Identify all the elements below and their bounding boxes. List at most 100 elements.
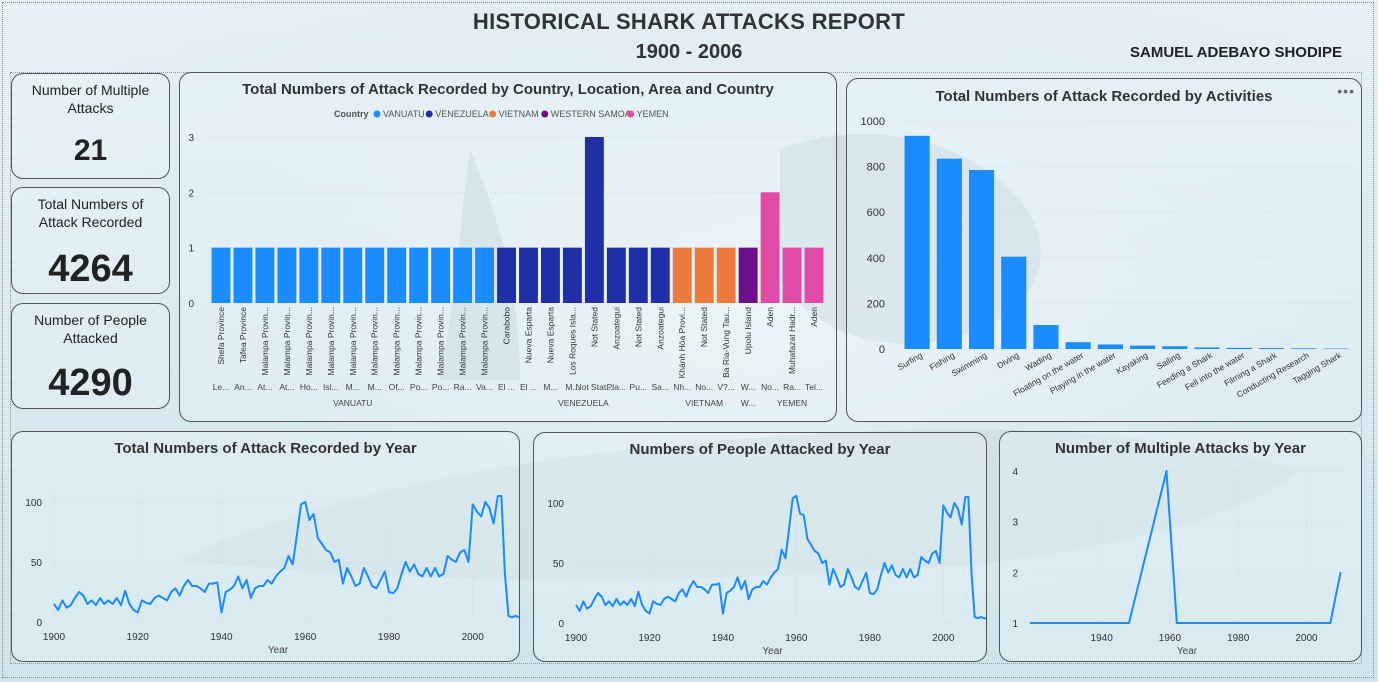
location-label: At... [257, 382, 272, 392]
bar [782, 247, 802, 303]
legend-marker [425, 110, 433, 118]
multiple-attacks-by-year-line-chart[interactable]: 1 2 3 4 1940 1960 1980 2000 Year [1000, 460, 1361, 660]
location-label: M... [346, 382, 360, 392]
kpi-value: 21 [73, 134, 108, 167]
y-tick-label: 50 [553, 559, 565, 570]
bar [277, 247, 297, 303]
kpi-card-multiple-attacks[interactable]: Number of Multiple Attacks 21 [11, 73, 170, 179]
y-tick-label: 0 [879, 344, 885, 356]
series-line [1030, 470, 1342, 624]
bar [804, 247, 824, 303]
location-label: Ra... [454, 382, 472, 392]
x-tick-label: 1940 [712, 633, 735, 644]
y-tick-label: 1000 [861, 116, 885, 128]
activities-chart-card[interactable]: Total Numbers of Attack Recorded by Acti… [846, 78, 1362, 422]
area-label: Shefa Province [216, 307, 226, 365]
y-tick-label: 800 [867, 162, 885, 174]
bar [606, 247, 626, 303]
kpi-card-total-attacks[interactable]: Total Numbers of Attack Recorded 4264 [11, 187, 170, 294]
y-tick-label: 2 [188, 188, 194, 199]
legend-marker [627, 110, 635, 118]
bar [453, 247, 473, 303]
area-label: Not Stated [589, 307, 599, 347]
country-chart-card[interactable]: Total Numbers of Attack Recorded by Coun… [179, 72, 837, 422]
location-label: Pla... [607, 382, 626, 392]
bar [1194, 347, 1220, 349]
x-axis-label: Year [1177, 646, 1198, 657]
location-label: Va... [476, 382, 493, 392]
report-title: HISTORICAL SHARK ATTACKS REPORT [472, 9, 906, 34]
area-label: Anzoategui [611, 307, 621, 350]
category-label: Swimming [950, 350, 989, 378]
y-tick-label: 100 [25, 498, 42, 509]
legend-marker [489, 110, 497, 118]
x-tick-label: 1920 [127, 632, 150, 643]
x-tick-label: 1960 [785, 633, 808, 644]
x-axis-label: Year [762, 646, 783, 657]
category-label: Diving [995, 350, 1021, 371]
area-label: Not Stated [699, 307, 709, 347]
category-label: Surfing [896, 350, 925, 372]
bar [1226, 347, 1252, 349]
bar [968, 170, 995, 349]
area-label: Khánh Hòa Provi... [677, 307, 687, 378]
x-tick-label: 2000 [1295, 633, 1318, 644]
location-label: Not Stat... [575, 382, 613, 392]
attacks-by-year-line-chart[interactable]: 0 50 100 1900 1920 1940 1960 1980 2000 Year [12, 460, 519, 660]
legend-marker [541, 110, 549, 118]
legend-item: VANUATU [383, 109, 425, 119]
area-label: Not Stated [633, 307, 643, 347]
bar [211, 247, 231, 303]
location-label: Sa... [652, 382, 669, 392]
kpi-value: 4290 [48, 362, 133, 404]
x-tick-label: 1980 [859, 633, 882, 644]
bar [1162, 346, 1188, 349]
x-tick-label: 1940 [210, 632, 233, 643]
area-label: Ba Ria-Vung Tau... [721, 307, 731, 378]
y-tick-label: 3 [1012, 518, 1018, 529]
attacks-by-year-card[interactable]: Total Numbers of Attack Recorded by Year… [11, 431, 520, 662]
location-label: No... [761, 382, 779, 392]
y-tick-label: 0 [558, 619, 564, 630]
area-label: Anzoategui [655, 307, 665, 350]
country-group-label: VENEZUELA [558, 398, 609, 408]
y-tick-label: 1 [1012, 619, 1018, 630]
people-by-year-line-chart[interactable]: 0 50 100 1900 1920 1940 1960 1980 2000 Year [534, 461, 986, 661]
area-label: Tafea Province [238, 307, 248, 363]
x-tick-label: 2000 [462, 632, 485, 643]
bar [694, 247, 714, 303]
location-label: Pu... [630, 382, 647, 392]
bar [343, 247, 363, 303]
x-tick-label: 1940 [1091, 633, 1114, 644]
x-tick-label: 2000 [932, 633, 955, 644]
location-label: M... [565, 382, 579, 392]
legend-marker [373, 110, 381, 118]
bar [716, 247, 736, 303]
kpi-label: Number of People Attacked [34, 312, 147, 346]
bar [1258, 348, 1285, 349]
series-line [53, 495, 519, 619]
bar [628, 247, 648, 303]
bar [365, 247, 385, 303]
y-tick-label: 3 [188, 133, 194, 144]
legend-item: VIETNAM [499, 109, 539, 119]
author-name: SAMUEL ADEBAYO SHODIPE [1130, 44, 1342, 61]
country-bar-chart[interactable]: Country VANUATU VENEZUELA VIETNAM WESTERN SA… [180, 101, 836, 421]
legend-item: WESTERN SAMOA [551, 109, 631, 119]
bar [387, 247, 407, 303]
bar [497, 247, 516, 303]
more-options-icon[interactable]: ••• [1337, 83, 1355, 99]
y-tick-label: 50 [31, 558, 43, 569]
area-label: Los Roques Isla... [567, 307, 577, 375]
chart-title: Total Numbers of Attack Recorded by Coun… [242, 81, 774, 98]
area-label: Malampa Provin... [392, 307, 402, 376]
y-tick-label: 200 [867, 298, 885, 310]
people-by-year-card[interactable]: Numbers of People Attacked by Year 0 50 10… [533, 432, 987, 662]
bar [541, 247, 560, 303]
country-group-label: YEMEN [777, 398, 807, 408]
kpi-card-people-attacked[interactable]: Number of People Attacked 4290 [11, 303, 170, 409]
bar [321, 247, 341, 303]
location-label: Of... [389, 382, 405, 392]
